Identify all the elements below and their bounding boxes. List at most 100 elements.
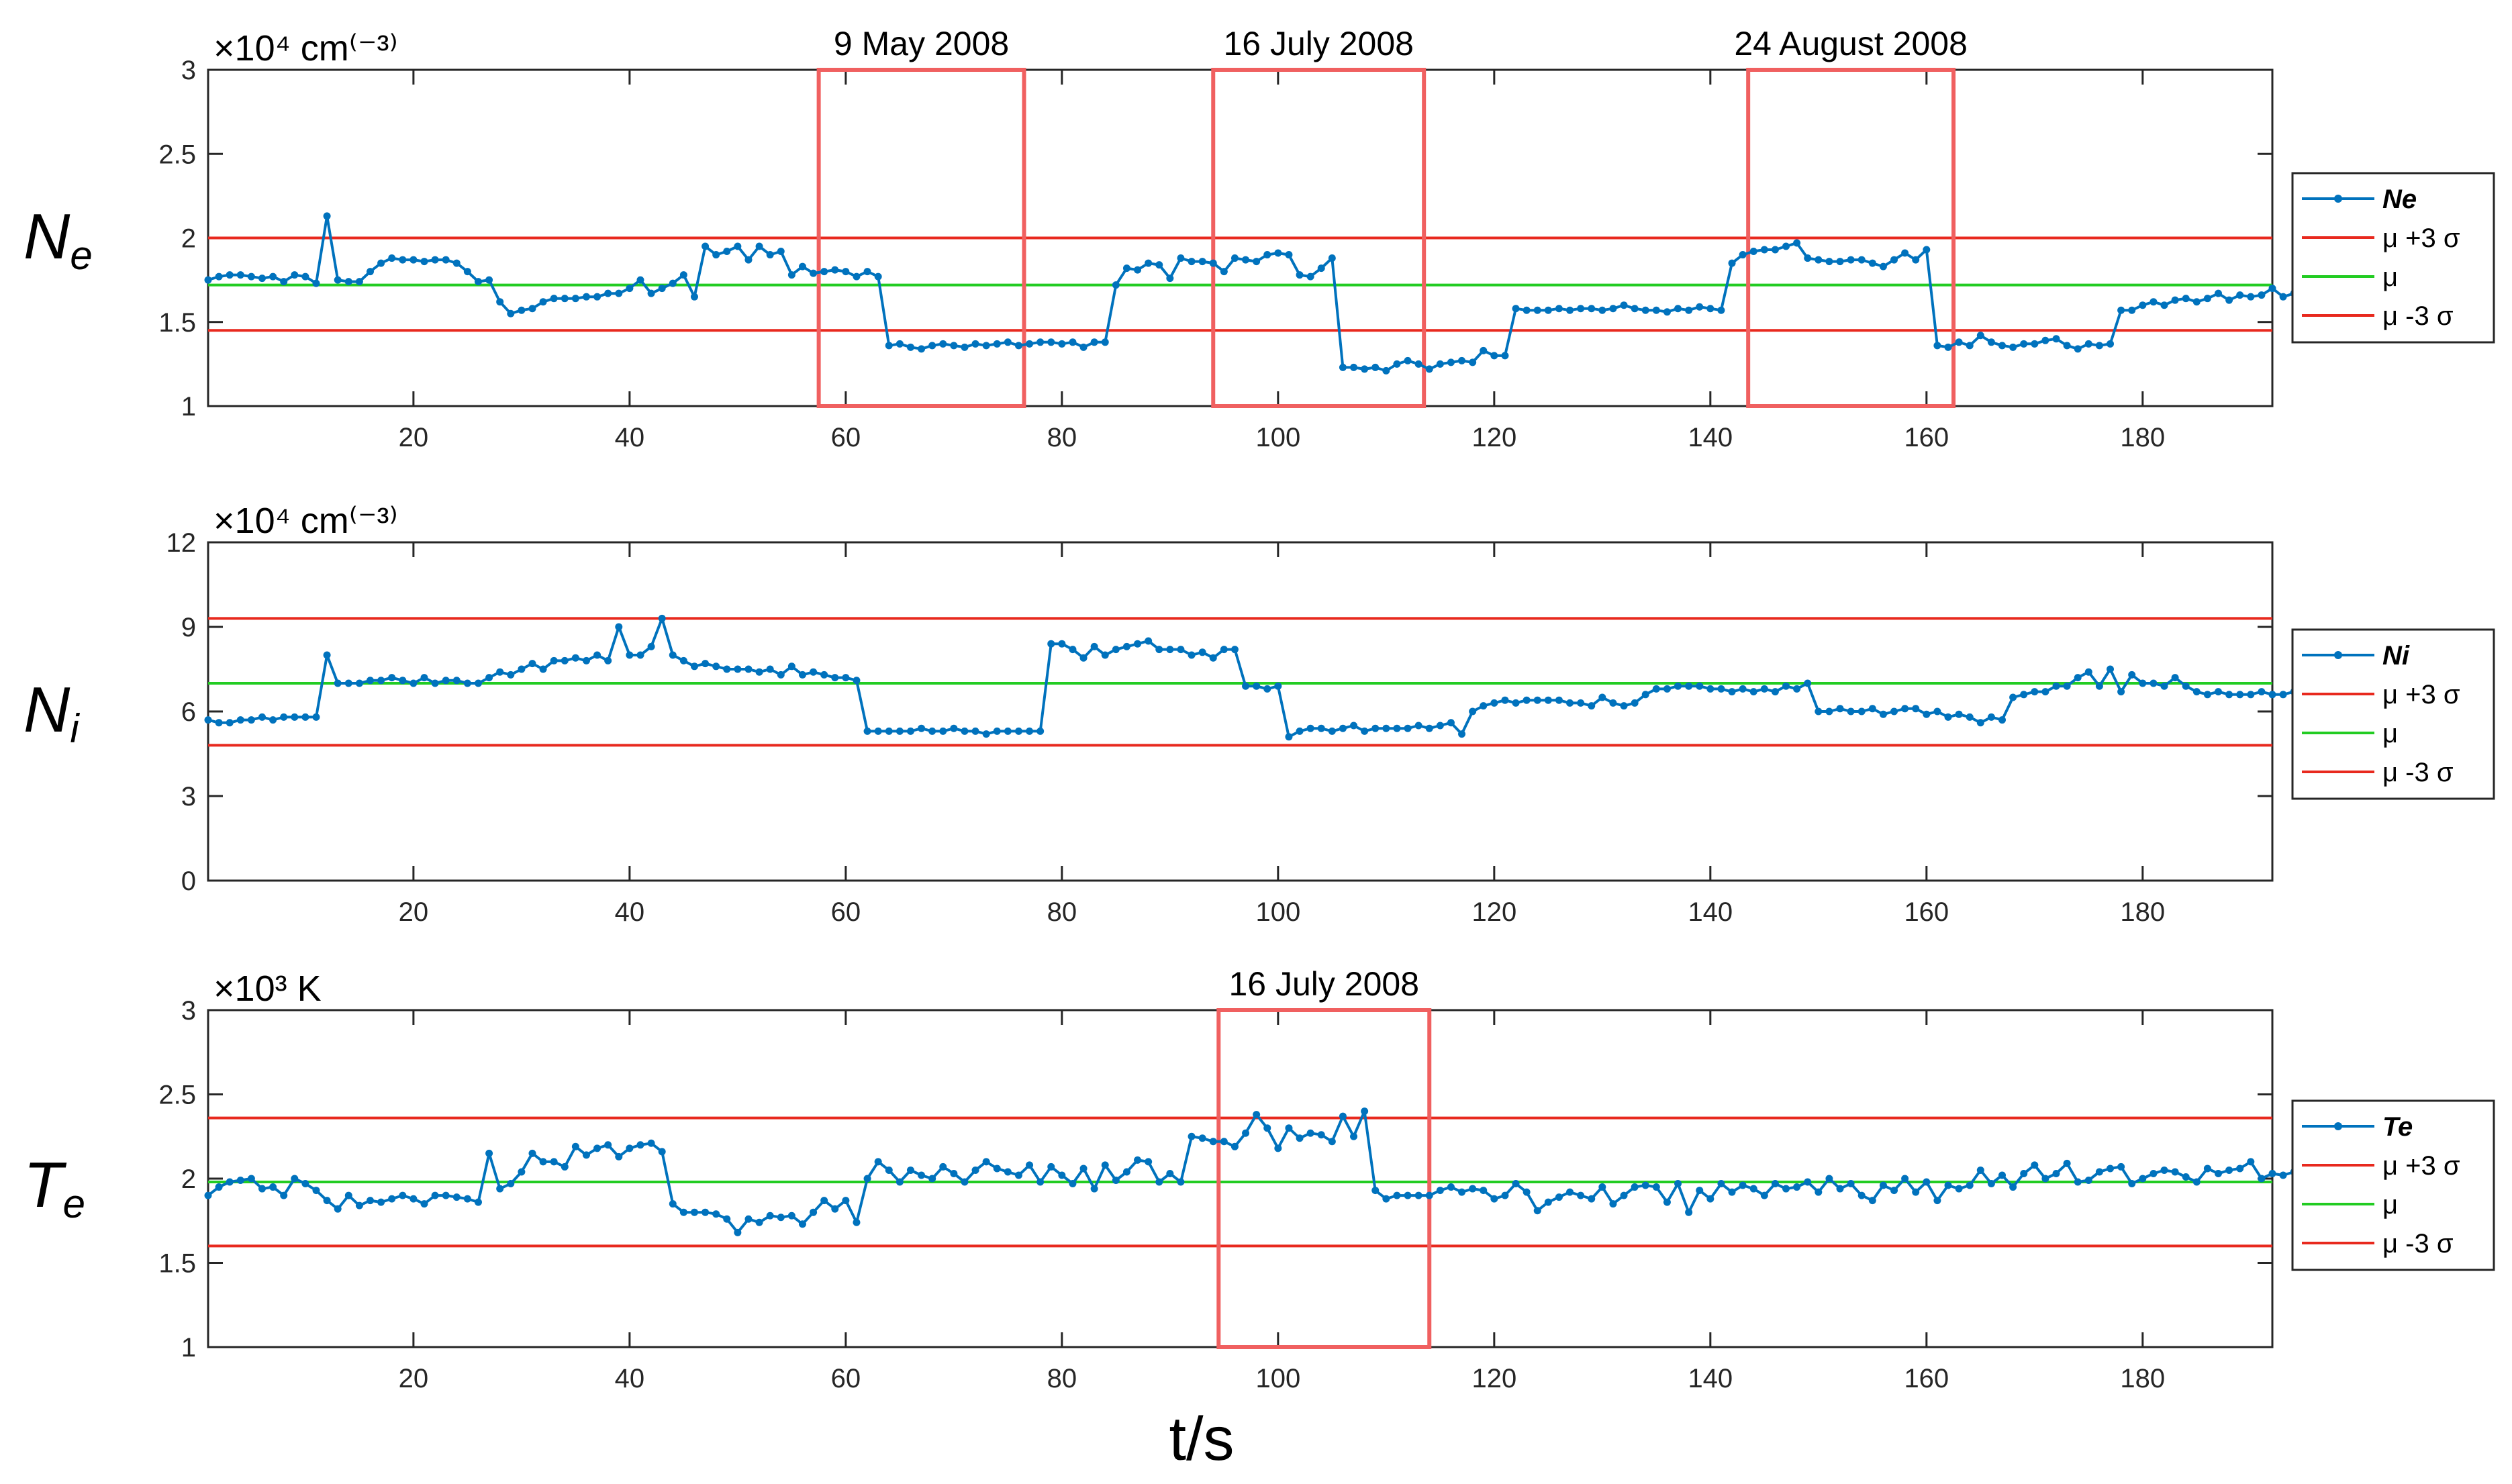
data-point — [1879, 1181, 1887, 1189]
data-point — [950, 342, 958, 350]
data-point — [236, 716, 244, 724]
data-point — [507, 309, 515, 317]
highlight-box-label: 24 August 2008 — [1734, 25, 1968, 62]
data-point — [1815, 256, 1823, 264]
data-point — [1825, 707, 1833, 715]
data-point — [539, 298, 547, 306]
data-point — [1371, 724, 1380, 732]
data-point — [1923, 246, 1931, 254]
data-point — [301, 273, 309, 281]
data-point — [723, 1215, 731, 1223]
data-point — [993, 727, 1001, 735]
data-point — [918, 1171, 926, 1179]
data-point — [2247, 1158, 2255, 1166]
legend-marker — [2334, 651, 2342, 659]
data-point — [496, 1185, 504, 1193]
data-point — [1253, 682, 1261, 690]
data-point — [2009, 693, 2017, 701]
data-point — [2074, 345, 2082, 353]
data-point — [1296, 271, 1304, 279]
data-point — [1987, 338, 1995, 346]
data-point — [874, 273, 882, 281]
x-tick-label: 140 — [1688, 423, 1733, 452]
data-point — [388, 1195, 396, 1203]
data-point — [939, 1163, 947, 1171]
data-point — [1198, 258, 1206, 266]
data-point — [1393, 1191, 1401, 1199]
data-point — [1901, 1175, 1909, 1183]
data-point — [1966, 342, 1974, 350]
data-point — [1122, 1168, 1130, 1176]
data-point — [452, 1193, 461, 1201]
data-point — [993, 340, 1001, 348]
data-point — [1815, 1188, 1823, 1196]
data-point — [420, 258, 428, 266]
data-point — [1663, 308, 1671, 316]
x-tick-label: 140 — [1688, 1364, 1733, 1393]
highlight-box — [1211, 68, 1427, 408]
data-point — [2020, 691, 2028, 699]
data-point — [1274, 1144, 1282, 1152]
data-point — [993, 1165, 1001, 1173]
data-point — [1188, 651, 1196, 659]
data-point — [571, 654, 579, 662]
data-point — [1793, 685, 1801, 693]
data-point — [507, 1180, 515, 1188]
data-point — [1490, 1195, 1498, 1203]
data-point — [582, 656, 590, 664]
data-point — [896, 1178, 904, 1186]
data-point — [1879, 262, 1887, 270]
data-point — [1523, 696, 1531, 704]
data-point — [918, 345, 926, 353]
data-point — [463, 268, 471, 276]
data-point — [1317, 264, 1325, 273]
data-point — [1987, 1180, 1995, 1188]
data-point — [2052, 682, 2060, 690]
data-point — [204, 1191, 212, 1199]
data-point — [1425, 1191, 1433, 1199]
data-point — [334, 276, 342, 284]
data-point — [2160, 1166, 2168, 1174]
data-point — [2084, 340, 2092, 348]
data-point — [539, 1158, 547, 1166]
data-point — [2052, 1169, 2060, 1177]
data-point — [755, 242, 763, 250]
data-point — [1112, 281, 1120, 289]
panel-te: 1 1.5 2 2.5 3 20 40 60 80 100 120 140 160 180 ×10³ K Te… — [23, 965, 2495, 1393]
data-point — [2063, 1159, 2071, 1167]
data-point — [1847, 256, 1855, 264]
data-point — [1641, 1181, 1649, 1189]
data-point — [1901, 705, 1909, 713]
x-tick-label: 80 — [1047, 1364, 1077, 1393]
data-point — [409, 256, 418, 264]
data-point — [247, 1175, 255, 1183]
data-point — [1230, 646, 1239, 654]
data-point — [582, 293, 590, 301]
data-point — [1652, 685, 1660, 693]
data-point — [1014, 342, 1022, 350]
data-point — [1328, 727, 1336, 735]
data-point — [1382, 366, 1390, 375]
data-point — [431, 1191, 439, 1199]
data-point — [1728, 1188, 1736, 1196]
data-point — [1047, 640, 1055, 648]
data-point — [658, 614, 666, 622]
data-point — [669, 1200, 677, 1208]
data-point — [1631, 1183, 1639, 1191]
x-tick-label: 120 — [1471, 423, 1516, 452]
data-point — [690, 1208, 698, 1216]
data-point — [1728, 688, 1736, 696]
data-point — [2279, 293, 2287, 301]
data-point — [2203, 691, 2211, 699]
data-point — [1371, 363, 1380, 371]
legend-label: μ -3 σ — [2382, 301, 2454, 331]
data-point — [2031, 340, 2039, 348]
data-point — [874, 1158, 882, 1166]
y-tick-label: 6 — [181, 697, 196, 727]
data-point — [1220, 1138, 1228, 1146]
data-point — [431, 679, 439, 687]
x-tick-label: 40 — [615, 897, 645, 927]
data-point — [226, 719, 234, 727]
data-point — [658, 1148, 666, 1156]
